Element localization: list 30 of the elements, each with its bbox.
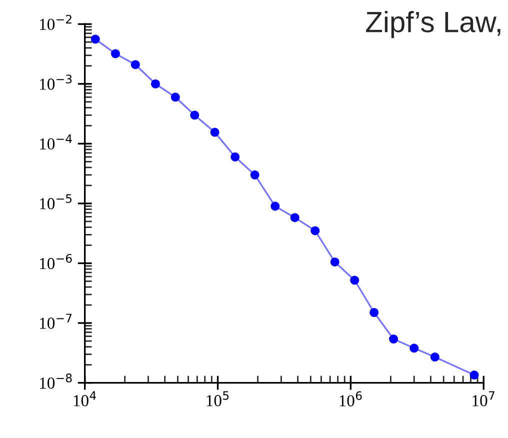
- point: [150, 79, 160, 88]
- x-tick-label: 10$^{7}$: [472, 391, 494, 406]
- point: [310, 226, 320, 236]
- y-tick-label: 10$^{−8}$: [40, 374, 72, 389]
- point: [190, 110, 200, 120]
- x-tick-label: 10$^{6}$: [340, 391, 362, 406]
- y-tick-label: 10$^{−2}$: [40, 14, 72, 30]
- y-tick-label: 10$^{−6}$: [40, 254, 72, 270]
- point: [389, 334, 398, 344]
- chart-title: Zipf’s Law,: [366, 10, 500, 38]
- point: [430, 352, 440, 362]
- point: [410, 344, 419, 353]
- point: [230, 152, 240, 162]
- y-tick-label: 10$^{−5}$: [40, 194, 72, 210]
- y-tick-label: 10$^{−3}$: [40, 74, 72, 90]
- point: [170, 92, 180, 102]
- x-tick-label: 10$^{4}$: [74, 391, 96, 406]
- x-tick-label: 10$^{5}$: [206, 391, 229, 406]
- point: [130, 60, 140, 70]
- point: [110, 49, 120, 58]
- point: [90, 34, 100, 44]
- point: [370, 308, 379, 318]
- y-tick-label: 10$^{−4}$: [40, 134, 72, 150]
- y-tick-label: 10$^{−7}$: [40, 314, 72, 329]
- point: [250, 170, 260, 180]
- point: [290, 213, 300, 222]
- point: [330, 257, 340, 266]
- point: [270, 202, 280, 211]
- point: [210, 128, 220, 137]
- point: [350, 276, 360, 285]
